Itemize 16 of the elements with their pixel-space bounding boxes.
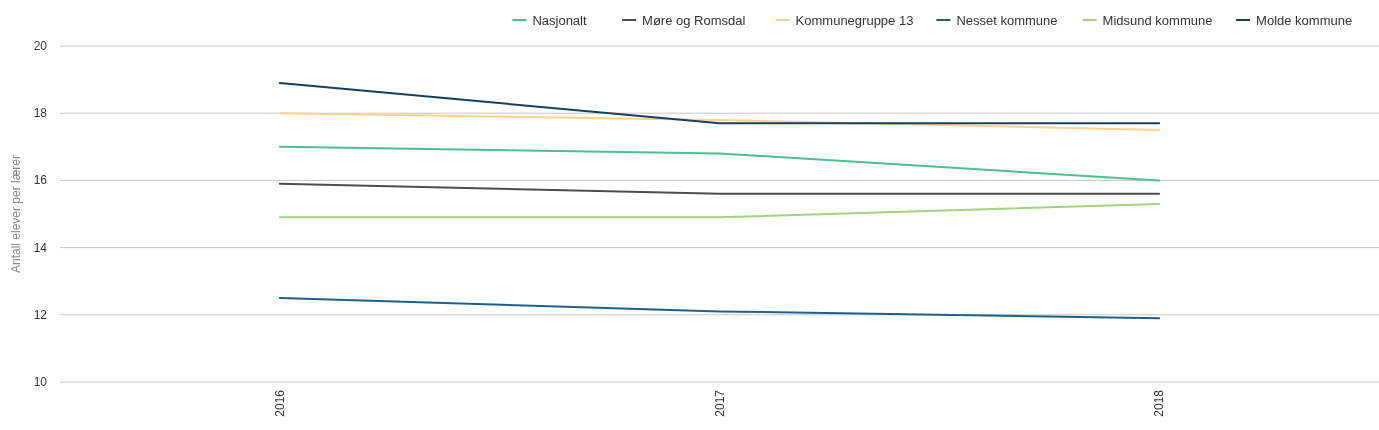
y-tick-label: 16: [33, 173, 48, 188]
y-axis-title: Antall elever per lærer: [9, 154, 23, 274]
legend-label: Molde kommune: [1256, 12, 1353, 28]
x-tick-label: 2017: [712, 389, 727, 417]
legend-label: Midsund kommune: [1102, 12, 1213, 28]
y-tick-label: 12: [33, 307, 48, 322]
legend-label: Kommunegruppe 13: [795, 12, 914, 28]
legend-label: Nesset kommune: [956, 12, 1058, 28]
y-tick-label: 20: [33, 39, 48, 53]
y-tick-label: 14: [33, 240, 48, 255]
legend-label: Nasjonalt: [532, 12, 587, 28]
x-tick-label: 2018: [1152, 389, 1167, 417]
legend-label: Møre og Romsdal: [642, 12, 746, 28]
y-tick-label: 10: [33, 375, 48, 389]
x-tick-label: 2016: [272, 389, 287, 417]
y-tick-label: 18: [33, 106, 48, 121]
